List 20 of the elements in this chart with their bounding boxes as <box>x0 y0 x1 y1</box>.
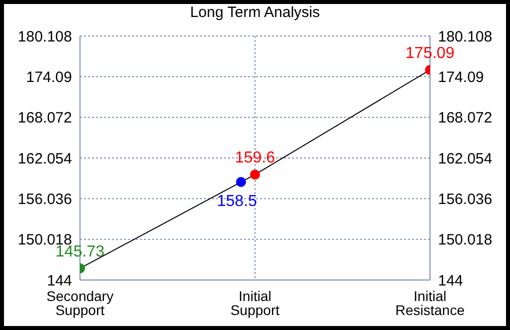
x-tick-label: Secondary Support <box>46 288 114 318</box>
y2-tick-label: 180.108 <box>438 28 492 46</box>
x-tick-label: Initial Support <box>230 288 280 318</box>
y2-tick-label: 174.09 <box>438 68 484 86</box>
y-tick-label: 162.054 <box>18 150 72 168</box>
y-tick-label: 168.072 <box>18 110 72 127</box>
y2-tick-label: 144 <box>438 272 464 290</box>
data-label: 158.5 <box>216 193 258 210</box>
y2-tick-label: 168.072 <box>438 110 492 127</box>
y2-tick-label: 156.036 <box>438 190 492 208</box>
y-tick-label: 174.09 <box>26 68 72 86</box>
y2-tick-label: 162.054 <box>438 150 492 168</box>
y-tick-label: 144 <box>46 272 72 290</box>
data-label: 175.09 <box>406 44 455 62</box>
y-tick-label: 156.036 <box>18 190 72 208</box>
x-tick-label: Initial Resistance <box>395 288 465 318</box>
chart-title: Long Term Analysis <box>189 4 321 22</box>
y2-tick-label: 150.018 <box>438 232 492 249</box>
y-tick-label: 180.108 <box>18 28 72 46</box>
data-label: 159.6 <box>234 150 276 167</box>
